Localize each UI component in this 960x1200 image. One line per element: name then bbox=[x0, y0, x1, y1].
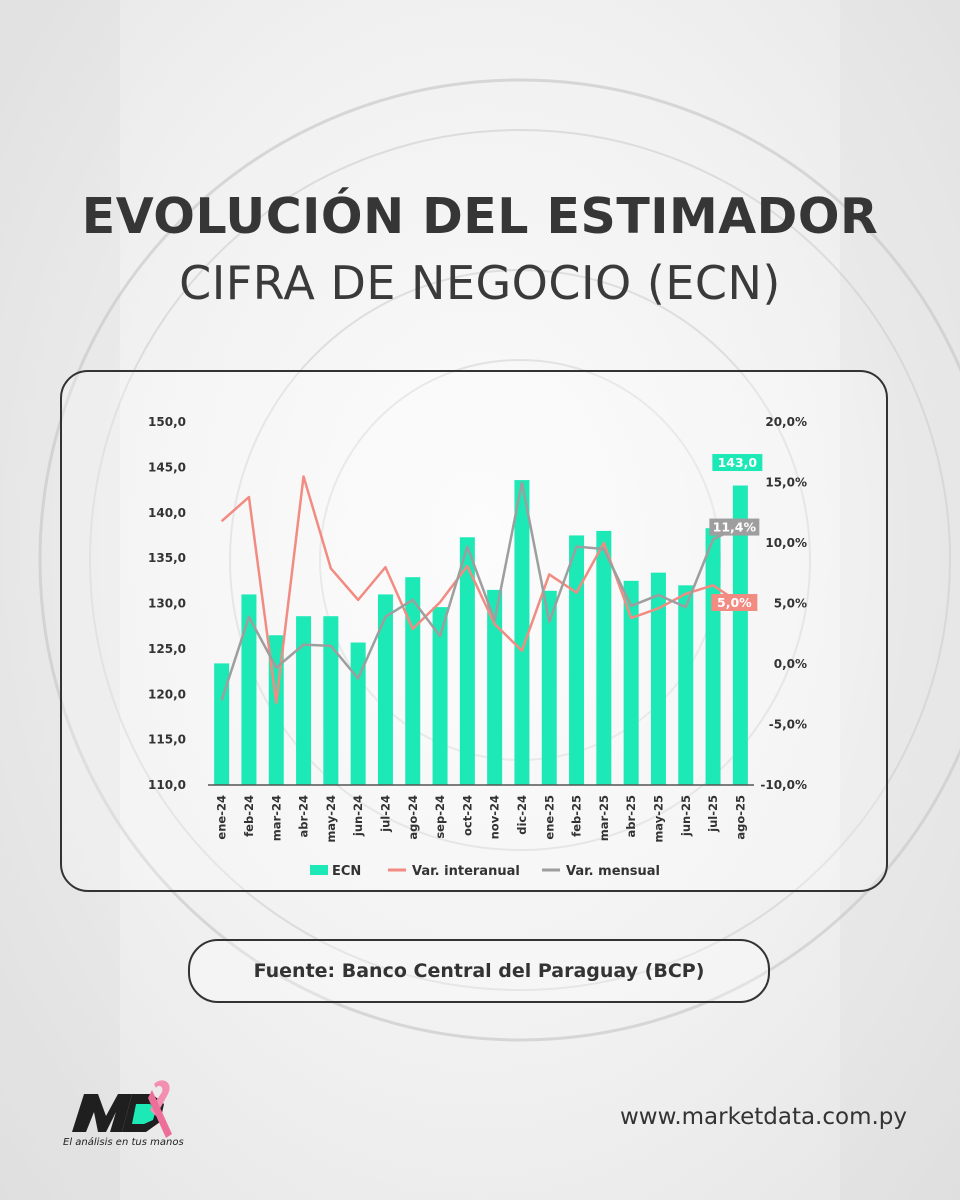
ecn-bar bbox=[323, 616, 339, 785]
y-left-tick-label: 120,0 bbox=[148, 687, 186, 701]
ecn-bar bbox=[459, 537, 475, 785]
x-tick-label: sep-24 bbox=[433, 795, 447, 839]
x-tick-label: ago-24 bbox=[406, 795, 420, 840]
x-tick-label: may-24 bbox=[324, 795, 338, 843]
page-title: EVOLUCIÓN DEL ESTIMADOR bbox=[81, 188, 879, 245]
y-right-tick-label: -5,0% bbox=[769, 718, 807, 732]
ecn-bar bbox=[650, 572, 666, 785]
x-tick-label: jul-24 bbox=[378, 795, 392, 833]
ecn-bar bbox=[487, 589, 503, 785]
y-right-tick-label: 15,0% bbox=[765, 476, 807, 490]
x-tick-label: ene-25 bbox=[542, 795, 556, 840]
ecn-chart: 110,0 115,0 120,0 125,0 130,0 135,0 140,0 145,0… bbox=[148, 415, 807, 879]
page-subtitle: CIFRA DE NEGOCIO (ECN) bbox=[179, 256, 781, 310]
ecn-bar bbox=[678, 585, 694, 785]
legend-ecn-label: ECN bbox=[332, 864, 361, 879]
ecn-bar bbox=[514, 480, 530, 785]
legend-ecn-swatch bbox=[310, 865, 328, 875]
var-interanual-data-label-bg bbox=[711, 594, 758, 611]
website-url[interactable]: www.marketdata.com.py bbox=[620, 1104, 908, 1130]
y-right-tick-label: 20,0% bbox=[765, 415, 807, 429]
x-tick-label: feb-25 bbox=[570, 795, 584, 837]
ecn-bar bbox=[214, 663, 230, 785]
y-left-tick-label: 115,0 bbox=[148, 733, 186, 747]
ecn-bar bbox=[569, 535, 585, 785]
legend-interanual-label: Var. interanual bbox=[412, 864, 520, 879]
ecn-bar bbox=[623, 580, 639, 785]
ecn-data-label-bg bbox=[712, 454, 763, 472]
x-tick-label: abr-24 bbox=[297, 795, 311, 837]
y-right-tick-label: -10,0% bbox=[760, 778, 807, 792]
y-left-tick-label: 150,0 bbox=[148, 415, 186, 429]
y-left-tick-label: 140,0 bbox=[148, 506, 186, 520]
ecn-data-label: 143,0 bbox=[718, 455, 758, 470]
x-tick-label: dic-24 bbox=[515, 795, 529, 835]
y-right-tick-label: 10,0% bbox=[765, 536, 807, 550]
ecn-bar bbox=[350, 642, 366, 785]
ecn-bar bbox=[432, 607, 448, 785]
y-left-tick-label: 110,0 bbox=[148, 778, 186, 792]
ecn-bar bbox=[405, 577, 421, 785]
x-tick-label: mar-25 bbox=[597, 795, 611, 841]
ecn-bar bbox=[541, 590, 557, 785]
x-tick-label: abr-25 bbox=[624, 795, 638, 837]
y-right-tick-label: 5,0% bbox=[774, 597, 807, 611]
var-mensual-data-label-bg bbox=[709, 518, 760, 536]
ecn-bar bbox=[241, 594, 257, 785]
var-mensual-line bbox=[220, 481, 741, 701]
x-tick-label: nov-24 bbox=[488, 795, 502, 839]
y-right-tick-label: 0,0% bbox=[774, 657, 807, 671]
y-left-tick-label: 130,0 bbox=[148, 597, 186, 611]
var-mensual-data-label: 11,4% bbox=[713, 520, 757, 535]
var-interanual-data-label: 5,0% bbox=[717, 595, 752, 610]
x-tick-label: mar-24 bbox=[269, 795, 283, 841]
y-left-tick-label: 135,0 bbox=[148, 551, 186, 565]
ecn-bar bbox=[596, 530, 612, 785]
ecn-bar bbox=[377, 594, 393, 785]
chart-card: 110,0 115,0 120,0 125,0 130,0 135,0 140,0 145,0… bbox=[60, 370, 888, 892]
marketdata-logo bbox=[72, 1080, 172, 1138]
legend-mensual-label: Var. mensual bbox=[566, 864, 660, 879]
x-tick-label: jun-25 bbox=[679, 795, 693, 837]
x-tick-label: jun-24 bbox=[351, 795, 365, 837]
y-left-tick-label: 145,0 bbox=[148, 460, 186, 474]
x-tick-label: jul-25 bbox=[706, 795, 720, 833]
ecn-bar bbox=[296, 616, 312, 785]
ecn-bar bbox=[732, 485, 748, 785]
var-interanual-line bbox=[220, 475, 742, 704]
ecn-bar bbox=[705, 528, 721, 785]
x-tick-label: may-25 bbox=[651, 795, 665, 843]
x-tick-label: ene-24 bbox=[215, 795, 229, 840]
x-tick-label: oct-24 bbox=[460, 795, 474, 836]
logo-tagline: El análisis en tus manos bbox=[63, 1137, 184, 1148]
y-left-tick-label: 125,0 bbox=[148, 642, 186, 656]
x-tick-label: feb-24 bbox=[242, 795, 256, 837]
source-label: Fuente: Banco Central del Paraguay (BCP) bbox=[188, 939, 770, 1003]
x-tick-label: ago-25 bbox=[733, 795, 747, 840]
